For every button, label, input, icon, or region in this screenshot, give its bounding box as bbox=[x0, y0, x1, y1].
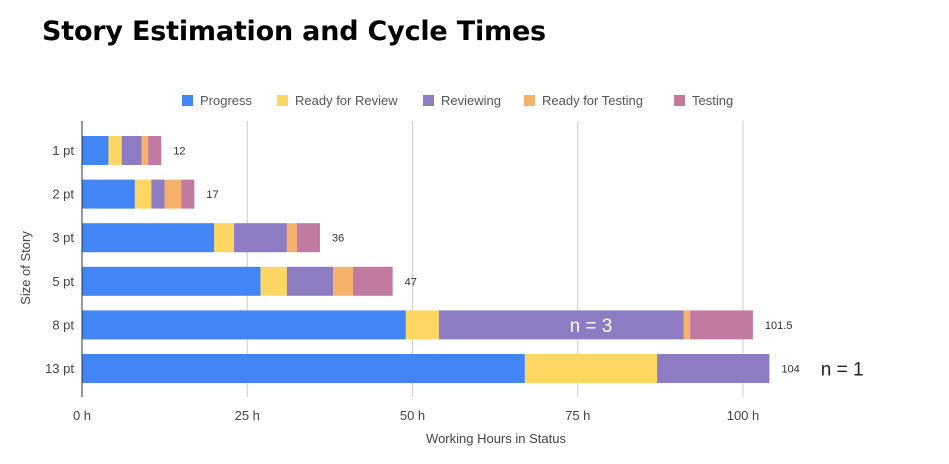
y-tick-label: 1 pt bbox=[52, 143, 74, 158]
annotation-label: n = 1 bbox=[821, 360, 864, 381]
bar-segment-2pt-2 bbox=[134, 179, 152, 209]
bar-segment-3pt-1 bbox=[82, 223, 215, 253]
legend-swatch-3 bbox=[423, 95, 434, 106]
y-tick-label: 5 pt bbox=[52, 274, 74, 289]
bar-segment-3pt-3 bbox=[234, 223, 287, 253]
gridlines bbox=[246, 121, 744, 397]
bar-segment-8pt-5 bbox=[690, 310, 753, 340]
bar-segment-2pt-1 bbox=[82, 179, 135, 209]
legend: Progress Ready for Review Reviewing Ready f… bbox=[182, 93, 733, 108]
x-axis-label: Working Hours in Status bbox=[426, 431, 566, 446]
bar-segment-13pt-3 bbox=[657, 354, 770, 383]
bar-segment-5pt-2 bbox=[260, 266, 287, 296]
bar-segment-8pt-1 bbox=[82, 310, 406, 340]
bar-segment-1pt-1 bbox=[82, 136, 109, 165]
x-tick-label: 50 h bbox=[400, 408, 425, 423]
bar-segment-1pt-4 bbox=[141, 136, 149, 165]
legend-label-5: Testing bbox=[692, 93, 733, 108]
x-tick-label: 25 h bbox=[235, 408, 260, 423]
bar-segment-8pt-2 bbox=[405, 310, 439, 340]
bar-segment-13pt-2 bbox=[524, 354, 658, 383]
data-label-total: 17 bbox=[206, 189, 218, 201]
data-label-total: 104 bbox=[781, 364, 799, 376]
x-tick-label: 0 h bbox=[73, 408, 91, 423]
legend-swatch-2 bbox=[277, 95, 288, 106]
legend-swatch-5 bbox=[674, 95, 685, 106]
y-axis-label: Size of Story bbox=[18, 231, 33, 305]
bar-segment-2pt-5 bbox=[181, 179, 195, 209]
labels: 12 17 36 47 101.5 104 n = 3 n = 1 bbox=[173, 146, 863, 381]
legend-label-4: Ready for Testing bbox=[542, 93, 643, 108]
bar-segment-2pt-3 bbox=[151, 179, 165, 209]
axes: 0 h 25 h 50 h 75 h 100 h 1 pt 2 pt 3 pt 5 pt 8 pt… bbox=[45, 121, 759, 423]
bar-segment-13pt-1 bbox=[82, 354, 525, 383]
data-label-total: 36 bbox=[332, 233, 344, 245]
bar-segment-1pt-2 bbox=[108, 136, 122, 165]
bar-segment-5pt-3 bbox=[286, 266, 334, 296]
legend-label-1: Progress bbox=[200, 93, 253, 108]
data-label-total: 47 bbox=[405, 276, 417, 288]
legend-label-2: Ready for Review bbox=[295, 93, 398, 108]
y-tick-label: 13 pt bbox=[45, 361, 74, 376]
legend-swatch-1 bbox=[182, 95, 193, 106]
bar-segment-5pt-5 bbox=[353, 266, 393, 296]
bar-segment-3pt-4 bbox=[286, 223, 297, 253]
y-tick-label: 8 pt bbox=[52, 317, 74, 332]
bars bbox=[82, 136, 770, 383]
legend-label-3: Reviewing bbox=[441, 93, 501, 108]
annotation-label: n = 3 bbox=[570, 316, 613, 337]
bar-segment-1pt-3 bbox=[121, 136, 142, 165]
legend-swatch-4 bbox=[524, 95, 535, 106]
bar-segment-5pt-1 bbox=[82, 266, 261, 296]
bar-segment-2pt-4 bbox=[164, 179, 182, 209]
chart-title: Story Estimation and Cycle Times bbox=[42, 16, 546, 47]
bar-segment-8pt-3 bbox=[438, 310, 684, 340]
bar-segment-5pt-4 bbox=[333, 266, 354, 296]
bar-segment-3pt-2 bbox=[214, 223, 235, 253]
bar-segment-8pt-4 bbox=[683, 310, 691, 340]
bar-segment-1pt-5 bbox=[148, 136, 162, 165]
y-tick-label: 3 pt bbox=[52, 230, 74, 245]
bar-segment-3pt-5 bbox=[296, 223, 320, 253]
data-label-total: 101.5 bbox=[765, 320, 793, 332]
y-tick-label: 2 pt bbox=[52, 187, 74, 202]
x-tick-label: 100 h bbox=[727, 408, 760, 423]
x-tick-label: 75 h bbox=[565, 408, 590, 423]
data-label-total: 12 bbox=[173, 146, 185, 158]
